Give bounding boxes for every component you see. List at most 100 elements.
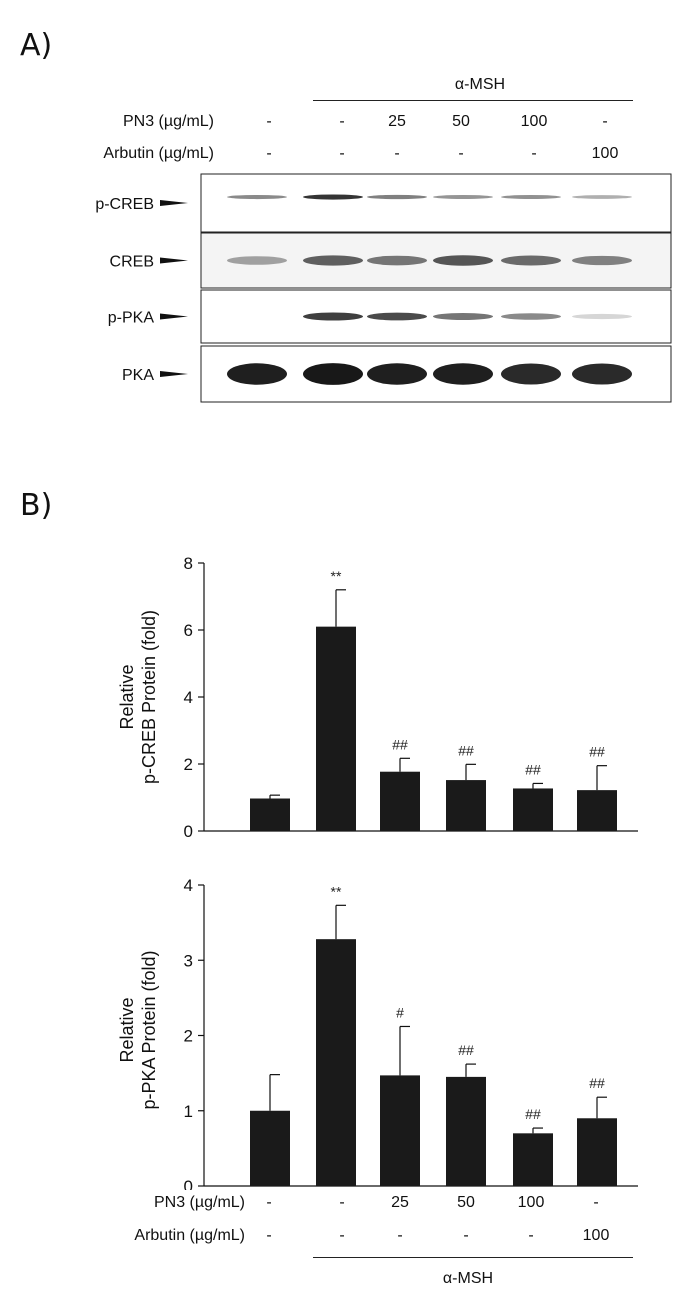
blot-band	[303, 312, 363, 321]
significance-mark: ##	[589, 744, 605, 760]
y-axis-label: Relative p-PKA Protein (fold)	[117, 950, 159, 1109]
y-tick-label: 2	[184, 1027, 193, 1046]
treatment-value-bottom: -	[397, 1227, 403, 1244]
blot-label: p-CREB	[95, 196, 154, 213]
y-tick-label: 0	[184, 1177, 193, 1190]
treatment-value-bottom: 25	[391, 1194, 409, 1211]
y-axis-label: Relative p-CREB Protein (fold)	[117, 610, 159, 784]
y-tick-label: 6	[184, 621, 193, 640]
treatment-value-bottom: -	[593, 1194, 599, 1211]
significance-mark: ##	[589, 1075, 605, 1091]
treatment-value-top: -	[531, 145, 537, 162]
panel-a-label: A)	[20, 28, 53, 63]
blot-arrow-icon	[160, 200, 188, 206]
alpha-msh-bracket-bottom	[313, 1257, 633, 1258]
bar	[316, 939, 356, 1186]
blot-band	[227, 256, 287, 265]
treatment-value-top: 50	[452, 113, 470, 130]
blot-label: p-PKA	[108, 310, 155, 327]
blot-band	[433, 363, 493, 385]
blot-row: p-CREB	[95, 173, 672, 233]
bar-chart: 0 2 4 6 8 Relative p-CREB Protein (fold) ** ## ##…	[117, 554, 638, 841]
bar	[446, 1076, 486, 1186]
blot-band	[433, 255, 493, 266]
blot-band	[227, 194, 287, 200]
y-axis-label-line1: Relative	[117, 664, 137, 729]
blot-band	[501, 255, 561, 266]
blot-arrow-icon	[160, 257, 188, 264]
alpha-msh-bracket-top	[313, 100, 633, 101]
treatment-label-0-top: PN3 (µg/mL)	[122, 113, 214, 130]
treatment-value-bottom: -	[339, 1194, 345, 1211]
treatment-value-top: -	[458, 145, 464, 162]
bar	[316, 626, 356, 831]
blot-band	[303, 194, 363, 200]
treatment-value-bottom: -	[266, 1194, 272, 1211]
treatment-value-bottom: 100	[582, 1227, 610, 1244]
bar	[380, 1075, 420, 1186]
blot-row: CREB	[110, 232, 672, 289]
y-tick-label: 3	[184, 951, 193, 970]
alpha-msh-label-top: α-MSH	[454, 76, 506, 93]
significance-mark: ##	[525, 1106, 541, 1122]
bar	[250, 798, 290, 831]
treatment-value-bottom: 100	[517, 1194, 545, 1211]
blot-band	[501, 363, 561, 385]
treatment-value-top: -	[266, 113, 272, 130]
blot-arrow-icon	[160, 371, 188, 377]
significance-mark: ##	[392, 736, 408, 752]
blot-label: PKA	[122, 367, 154, 384]
y-tick-label: 4	[184, 688, 193, 707]
blot-band	[227, 363, 287, 385]
blot-band	[367, 312, 427, 321]
treatment-value-top: -	[602, 113, 608, 130]
treatment-label-1-bottom: Arbutin (µg/mL)	[134, 1227, 245, 1244]
bar	[513, 788, 553, 831]
bar	[380, 771, 420, 831]
bar	[577, 1118, 617, 1186]
bar	[250, 1110, 290, 1186]
blot-band	[303, 255, 363, 266]
western-blot: p-CREB CREB p-PKA PKA	[95, 173, 672, 403]
blot-band	[303, 363, 363, 385]
treatment-value-top: -	[394, 145, 400, 162]
y-tick-label: 1	[184, 1102, 193, 1121]
y-tick-label: 2	[184, 755, 193, 774]
panel-b-label: B)	[20, 488, 53, 523]
treatment-value-top: 100	[591, 145, 619, 162]
bar	[446, 780, 486, 831]
blot-band	[367, 363, 427, 385]
significance-mark: ##	[458, 742, 474, 758]
y-axis-label-line2: p-CREB Protein (fold)	[139, 610, 159, 784]
treatment-value-bottom: -	[339, 1227, 345, 1244]
alpha-msh-label-bottom: α-MSH	[442, 1270, 494, 1287]
significance-mark: ##	[525, 761, 541, 777]
blot-band	[433, 313, 493, 320]
treatment-value-top: -	[339, 145, 345, 162]
blot-label: CREB	[110, 254, 154, 271]
y-tick-label: 8	[184, 554, 193, 573]
blot-band	[367, 194, 427, 200]
significance-mark: **	[331, 568, 342, 584]
treatment-value-top: -	[339, 113, 345, 130]
y-tick-label: 0	[184, 822, 193, 841]
y-tick-label: 4	[184, 876, 193, 895]
treatment-value-top: -	[266, 145, 272, 162]
treatment-value-bottom: -	[463, 1227, 469, 1244]
significance-mark: #	[396, 1004, 404, 1020]
blot-band	[572, 195, 632, 199]
bar	[577, 790, 617, 831]
treatment-label-0-bottom: PN3 (µg/mL)	[153, 1194, 245, 1211]
treatment-label-1-top: Arbutin (µg/mL)	[103, 145, 214, 162]
treatment-value-bottom: 50	[457, 1194, 475, 1211]
treatment-value-top: 100	[520, 113, 548, 130]
blot-band	[501, 313, 561, 320]
blot-band	[433, 195, 493, 199]
blot-band	[501, 194, 561, 200]
blot-band	[572, 363, 632, 385]
significance-mark: **	[331, 883, 342, 899]
y-axis-label-line1: Relative	[117, 997, 137, 1062]
treatment-value-bottom: -	[266, 1227, 272, 1244]
